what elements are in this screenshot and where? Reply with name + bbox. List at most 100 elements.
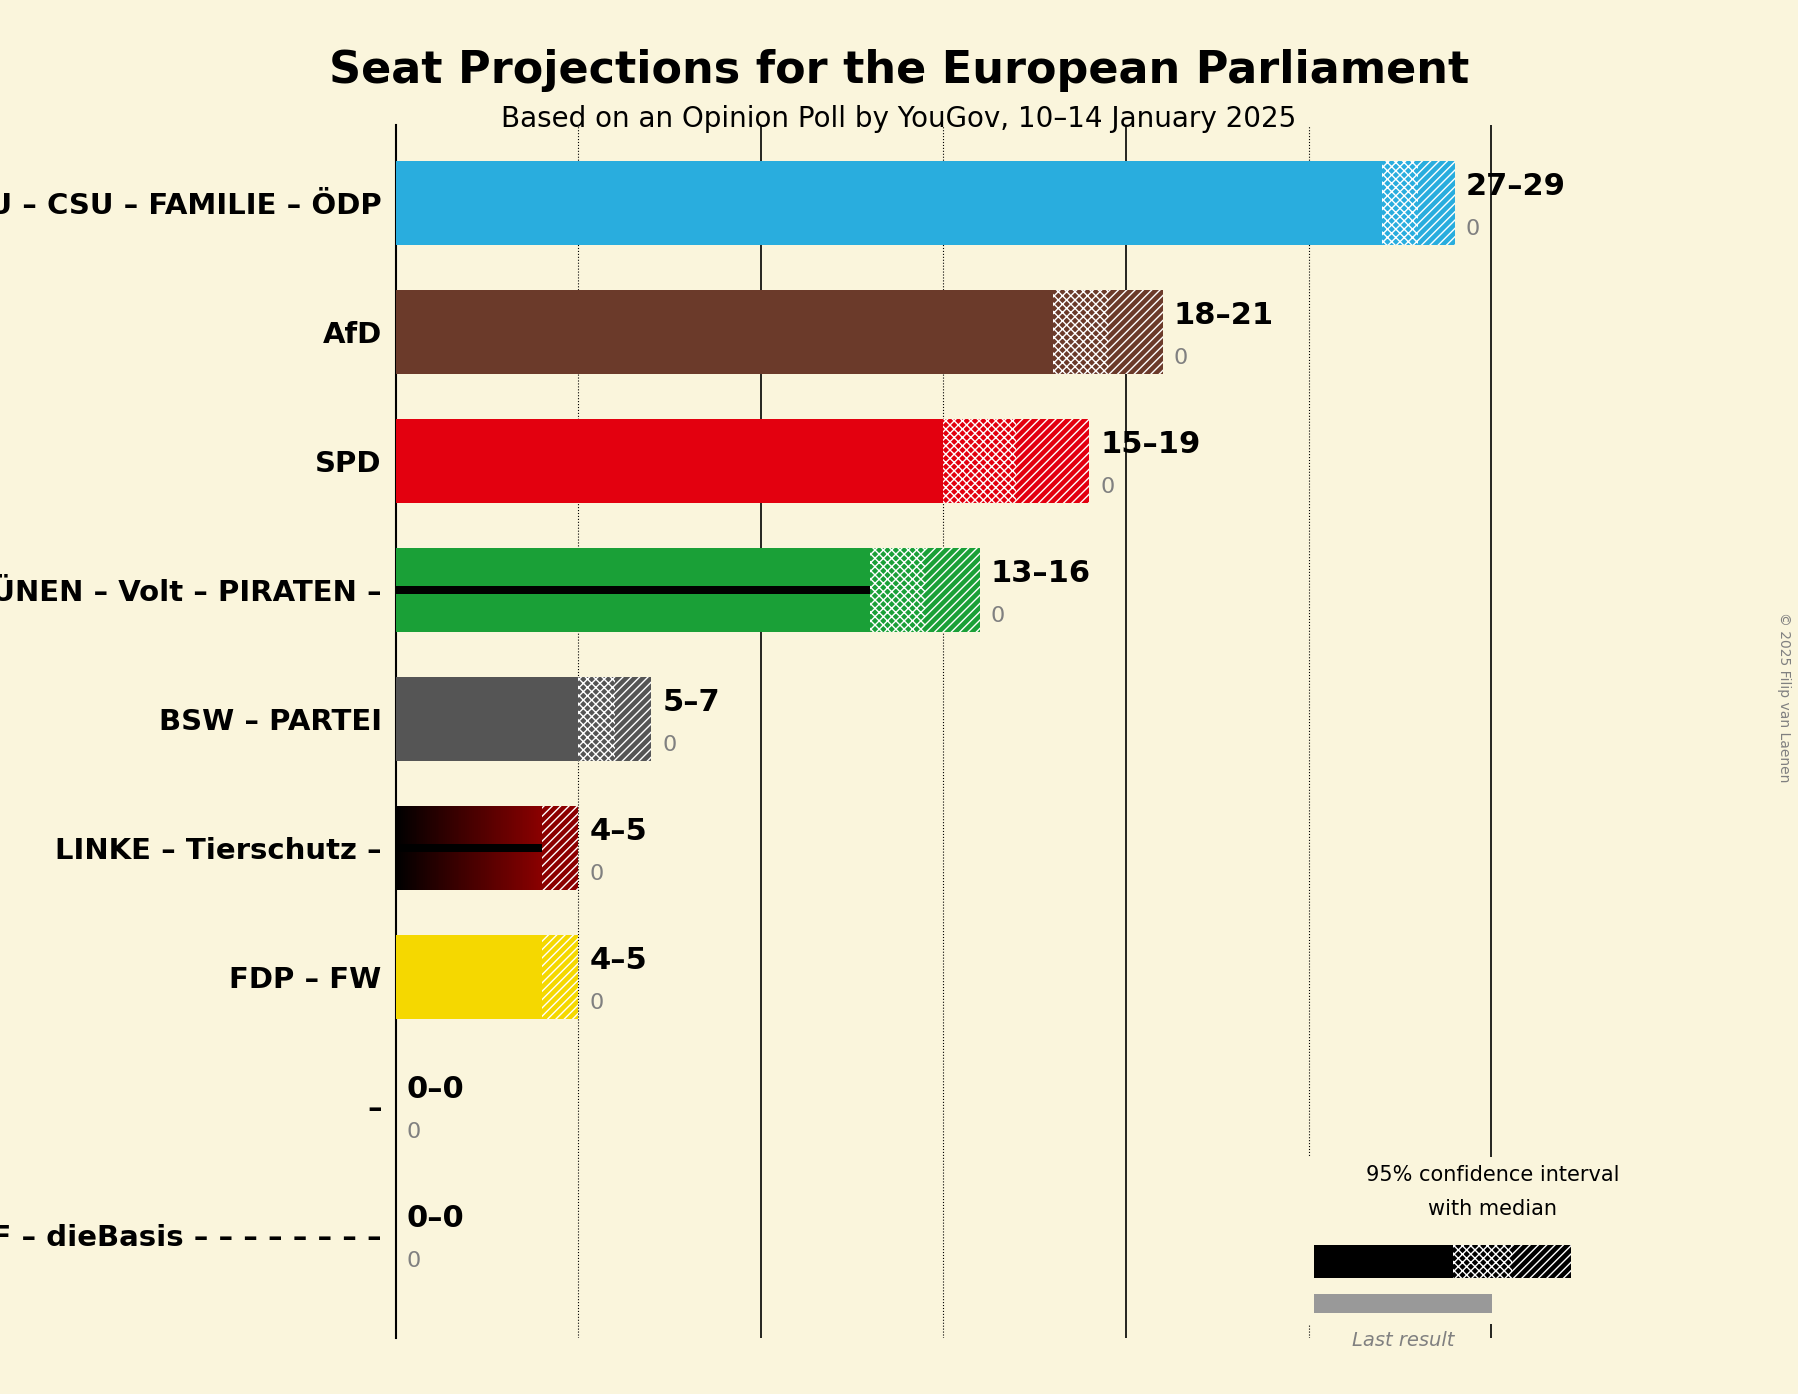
Bar <box>471 806 473 889</box>
Bar <box>401 806 403 889</box>
Bar <box>514 806 516 889</box>
Bar <box>489 806 491 889</box>
Bar <box>467 806 469 889</box>
Text: 0: 0 <box>406 1250 421 1271</box>
Bar <box>536 806 538 889</box>
Bar <box>435 806 437 889</box>
Bar <box>396 843 541 852</box>
Bar <box>482 806 484 889</box>
Bar <box>1108 290 1163 374</box>
Bar <box>423 806 424 889</box>
Bar <box>498 806 500 889</box>
Text: © 2025 Filip van Laenen: © 2025 Filip van Laenen <box>1776 612 1791 782</box>
Bar <box>441 806 442 889</box>
Bar <box>476 806 478 889</box>
Bar <box>433 806 435 889</box>
Bar <box>396 585 870 594</box>
Text: 0: 0 <box>590 993 604 1013</box>
Text: 95% confidence interval: 95% confidence interval <box>1366 1165 1618 1185</box>
Bar <box>464 806 466 889</box>
Bar <box>511 806 512 889</box>
Bar <box>396 935 541 1019</box>
Bar <box>579 677 615 761</box>
Bar <box>1381 160 1419 245</box>
Bar <box>507 806 509 889</box>
Bar <box>414 806 415 889</box>
Bar <box>1419 160 1455 245</box>
Text: 0: 0 <box>406 1122 421 1142</box>
Bar <box>417 806 419 889</box>
Bar <box>500 806 502 889</box>
Bar <box>494 806 496 889</box>
Bar <box>469 806 471 889</box>
Bar <box>475 806 476 889</box>
Bar <box>430 806 432 889</box>
Bar <box>442 806 444 889</box>
Bar <box>426 806 428 889</box>
Bar <box>926 548 980 631</box>
Bar <box>512 806 514 889</box>
Text: 0: 0 <box>1465 219 1480 238</box>
Bar <box>502 806 503 889</box>
Bar <box>415 806 417 889</box>
Bar <box>944 420 1016 503</box>
Bar <box>615 677 651 761</box>
Bar <box>396 420 944 503</box>
Bar <box>405 806 406 889</box>
Text: 0: 0 <box>991 606 1005 626</box>
Bar <box>1314 1294 1492 1313</box>
Text: 0: 0 <box>662 735 676 754</box>
Text: 4–5: 4–5 <box>590 817 647 846</box>
Bar <box>462 806 464 889</box>
Bar <box>396 290 1054 374</box>
Bar <box>419 806 421 889</box>
Text: Seat Projections for the European Parliament: Seat Projections for the European Parlia… <box>329 49 1469 92</box>
Bar <box>529 806 530 889</box>
Bar <box>466 806 467 889</box>
Bar <box>505 806 507 889</box>
Bar <box>541 806 579 889</box>
Bar <box>424 806 426 889</box>
Bar <box>396 677 579 761</box>
Bar <box>503 806 505 889</box>
Bar <box>1314 1245 1453 1278</box>
Bar <box>1512 1245 1571 1278</box>
Text: 13–16: 13–16 <box>991 559 1091 588</box>
Bar <box>484 806 485 889</box>
Bar <box>458 806 460 889</box>
Text: 5–7: 5–7 <box>662 687 719 717</box>
Bar <box>473 806 475 889</box>
Bar <box>480 806 482 889</box>
Text: 0: 0 <box>590 864 604 884</box>
Bar <box>451 806 453 889</box>
Bar <box>444 806 446 889</box>
Text: 27–29: 27–29 <box>1465 171 1566 201</box>
Bar <box>396 548 870 631</box>
Text: 0: 0 <box>1174 347 1188 368</box>
Bar <box>437 806 439 889</box>
Bar <box>408 806 410 889</box>
Bar <box>439 806 441 889</box>
Bar <box>523 806 525 889</box>
Bar <box>530 806 532 889</box>
Bar <box>516 806 518 889</box>
Bar <box>412 806 414 889</box>
Bar <box>491 806 493 889</box>
Bar <box>478 806 480 889</box>
Bar <box>509 806 511 889</box>
Text: Last result: Last result <box>1352 1330 1455 1349</box>
Bar <box>421 806 423 889</box>
Bar <box>399 806 401 889</box>
Bar <box>432 806 433 889</box>
Bar <box>538 806 539 889</box>
Bar <box>457 806 458 889</box>
Text: Based on an Opinion Poll by YouGov, 10–14 January 2025: Based on an Opinion Poll by YouGov, 10–1… <box>502 105 1296 132</box>
Bar <box>396 160 1381 245</box>
Bar <box>525 806 527 889</box>
Bar <box>446 806 448 889</box>
Bar <box>1016 420 1090 503</box>
Bar <box>396 806 397 889</box>
Bar <box>487 806 489 889</box>
Bar <box>403 806 405 889</box>
Bar <box>485 806 487 889</box>
